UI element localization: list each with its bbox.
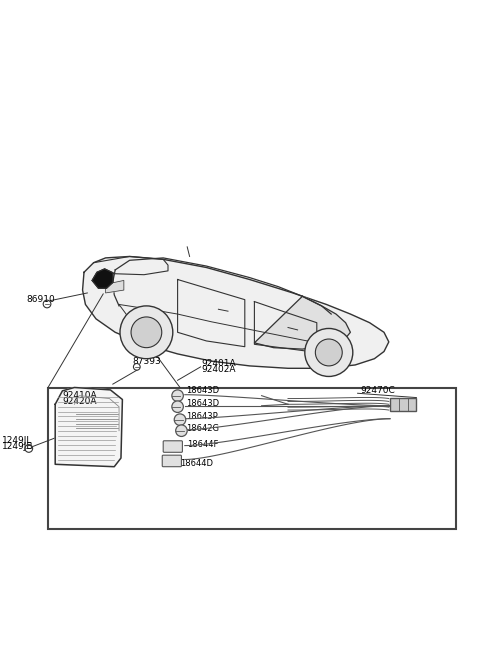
Polygon shape: [106, 280, 124, 293]
Polygon shape: [83, 257, 389, 368]
Polygon shape: [92, 269, 113, 288]
Bar: [390, 398, 417, 411]
Circle shape: [172, 401, 183, 413]
FancyBboxPatch shape: [162, 455, 181, 467]
Text: 18643D: 18643D: [186, 386, 219, 396]
Text: 87393: 87393: [132, 356, 161, 365]
Text: 92410A: 92410A: [62, 391, 97, 400]
Text: 92470C: 92470C: [360, 386, 395, 396]
Text: 18643D: 18643D: [186, 399, 219, 408]
Circle shape: [174, 414, 186, 425]
Text: 1249JL: 1249JL: [2, 436, 33, 445]
Bar: [48, 388, 456, 529]
Circle shape: [172, 390, 183, 402]
Text: 18642G: 18642G: [186, 424, 219, 433]
Polygon shape: [55, 388, 122, 467]
Text: 92420A: 92420A: [62, 398, 97, 406]
Text: 92402A: 92402A: [202, 365, 236, 374]
Polygon shape: [254, 296, 350, 349]
Circle shape: [131, 317, 162, 348]
Circle shape: [176, 425, 187, 436]
Text: 18643P: 18643P: [186, 412, 218, 421]
Text: 18644D: 18644D: [180, 459, 213, 468]
Text: 92401A: 92401A: [202, 359, 236, 368]
FancyBboxPatch shape: [163, 441, 182, 453]
Text: 18644F: 18644F: [187, 440, 218, 449]
Circle shape: [305, 328, 353, 377]
Text: 1249JB: 1249JB: [2, 442, 34, 451]
Text: 86910: 86910: [26, 295, 55, 304]
Circle shape: [120, 306, 173, 359]
Circle shape: [315, 339, 342, 366]
